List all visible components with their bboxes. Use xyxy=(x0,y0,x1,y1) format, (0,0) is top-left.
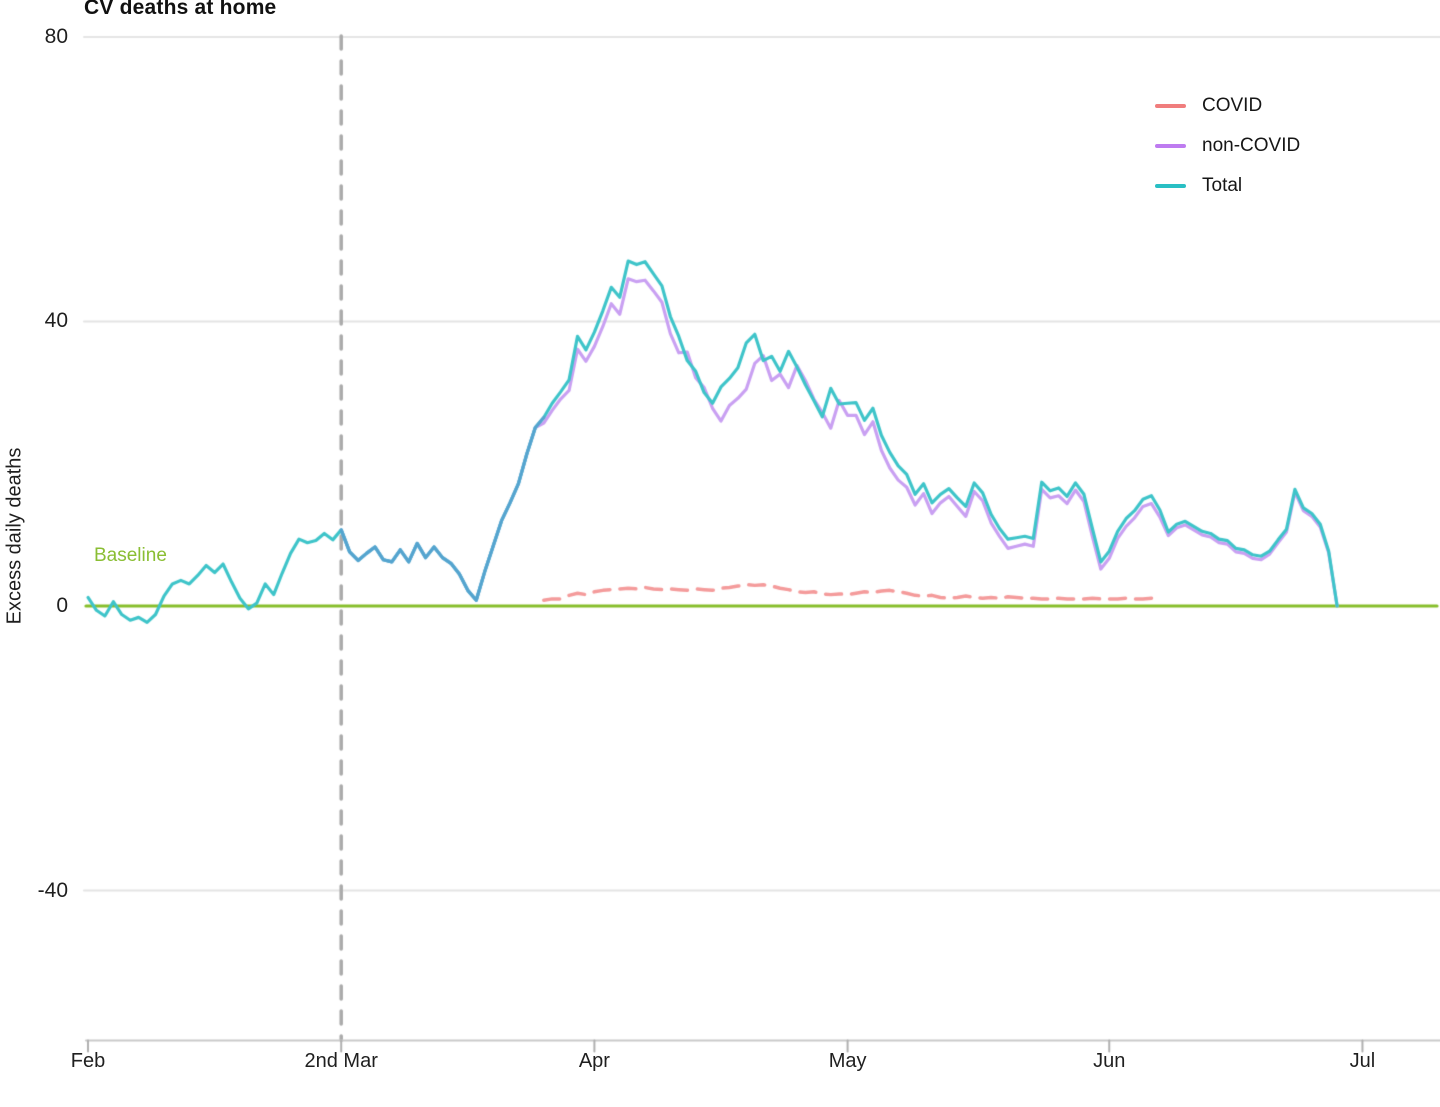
x-tick-jul: Jul xyxy=(1349,1050,1376,1072)
baseline-annotation: Baseline xyxy=(94,545,167,566)
legend-label-noncovid: non-COVID xyxy=(1202,135,1301,156)
noncovid-line-swatch-icon xyxy=(1155,144,1186,148)
y-tick-0: 0 xyxy=(56,594,68,617)
y-tick-minus40: -40 xyxy=(37,878,68,902)
covid-line-swatch-icon xyxy=(1155,104,1186,108)
chart-title: CV deaths at home xyxy=(84,0,277,19)
x-tick-feb: Feb xyxy=(70,1050,106,1072)
y-tick-40: 40 xyxy=(44,309,68,333)
legend-label-total: Total xyxy=(1202,175,1243,196)
legend-item-covid: COVID xyxy=(1155,94,1300,118)
x-tick-jun: Jun xyxy=(1093,1050,1126,1072)
x-tick-2nd-mar: 2nd Mar xyxy=(304,1050,378,1072)
x-tick-apr: Apr xyxy=(578,1050,610,1072)
y-tick-80: 80 xyxy=(44,24,68,48)
legend-item-total: Total xyxy=(1155,174,1300,198)
x-tick-may: May xyxy=(828,1050,867,1072)
total-line-swatch-icon xyxy=(1155,184,1186,188)
legend: COVID non-COVID Total xyxy=(1155,94,1300,198)
y-axis-title: Excess daily deaths xyxy=(3,447,26,625)
legend-item-noncovid: non-COVID xyxy=(1155,134,1300,158)
legend-label-covid: COVID xyxy=(1202,95,1263,116)
